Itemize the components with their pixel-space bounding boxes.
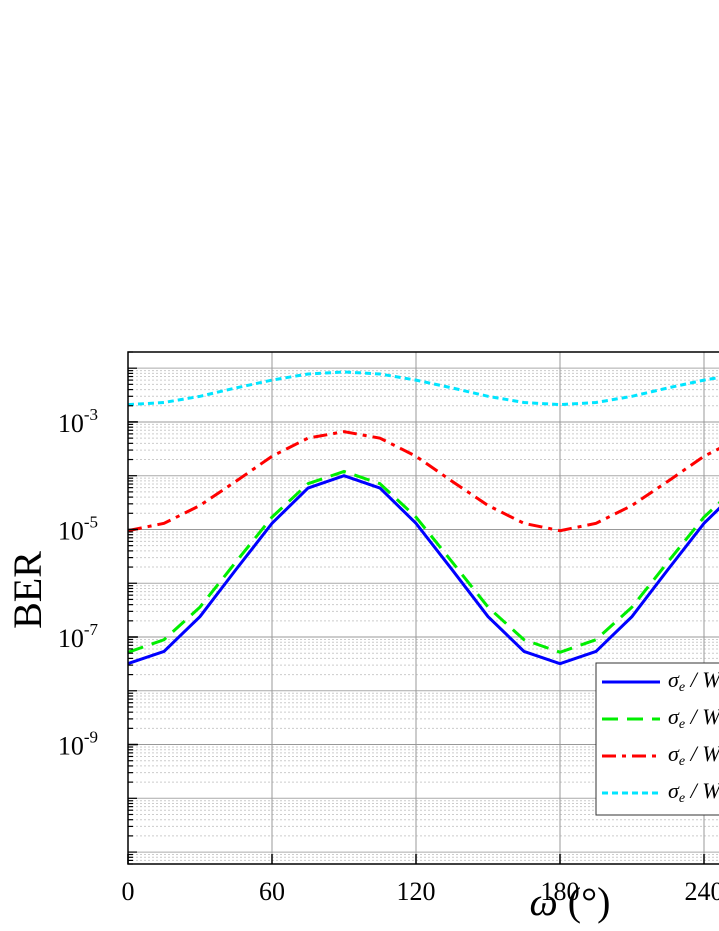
- y-tick-label: 10-7: [58, 620, 99, 653]
- y-tick-exp: -3: [84, 405, 98, 424]
- legend-label: σe / W: [668, 704, 719, 732]
- legend-label: σe / W: [668, 667, 719, 695]
- x-tick-label: 240: [685, 877, 719, 906]
- legend-sym: σ: [668, 667, 680, 692]
- legend-sub: e: [679, 754, 685, 769]
- legend-sub: e: [679, 680, 685, 695]
- x-tick-label: 180: [541, 877, 580, 906]
- y-tick-label: 10-5: [58, 512, 98, 545]
- x-tick-label: 60: [259, 877, 285, 906]
- ticks: 10-310-510-710-9060120180240300360: [58, 351, 719, 906]
- x-axis-label: ω (°): [530, 879, 611, 924]
- grid: [127, 351, 719, 865]
- legend-rest: / W: [685, 741, 719, 766]
- y-tick-label: 10-9: [58, 727, 98, 760]
- legend-label: σe / W: [668, 778, 719, 806]
- y-tick-exp: -5: [84, 512, 98, 531]
- x-tick-label: 0: [122, 877, 135, 906]
- x-label-symbol: ω: [530, 879, 558, 924]
- y-tick-base: 10: [58, 624, 84, 653]
- legend-sym: σ: [668, 778, 680, 803]
- series-line: [128, 469, 719, 654]
- series-line: [128, 430, 719, 533]
- legend-rest: / W: [685, 778, 719, 803]
- legend-sub: e: [679, 717, 685, 732]
- x-tick-label: 120: [397, 877, 436, 906]
- y-tick-base: 10: [58, 516, 84, 545]
- legend-sym: σ: [668, 704, 680, 729]
- y-tick-base: 10: [58, 732, 84, 761]
- y-axis-label: BER: [5, 551, 50, 629]
- legend-sym: σ: [668, 741, 680, 766]
- x-label-unit: (°): [558, 879, 611, 924]
- y-tick-base: 10: [58, 409, 84, 438]
- legend-box: [595, 662, 719, 816]
- legend: σe / Wσe / Wσe / Wσe / W: [595, 662, 719, 816]
- series-line: [128, 474, 719, 666]
- plot-lines: [128, 370, 719, 666]
- y-tick-exp: -7: [84, 620, 99, 639]
- y-tick-label: 10-3: [58, 405, 98, 438]
- legend-label: σe / W: [668, 741, 719, 769]
- y-tick-exp: -9: [84, 727, 98, 746]
- legend-sub: e: [679, 791, 685, 806]
- legend-rest: / W: [685, 704, 719, 729]
- legend-rest: / W: [685, 667, 719, 692]
